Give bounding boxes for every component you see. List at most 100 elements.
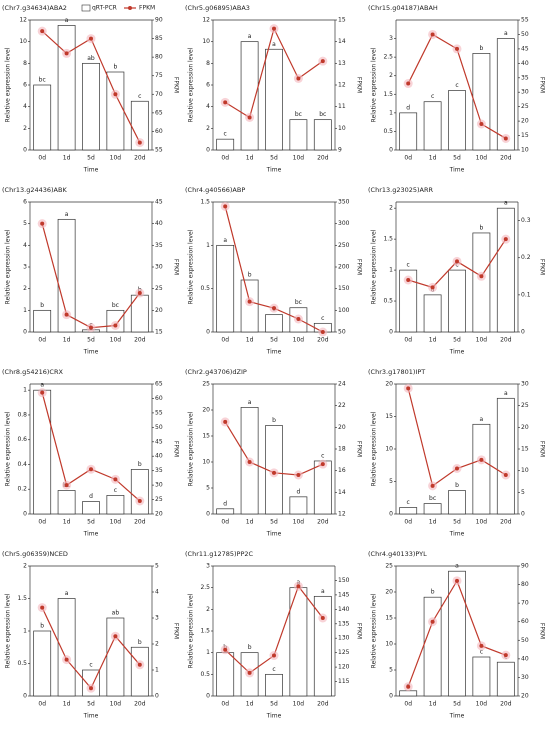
y-tick-label: 8 — [206, 60, 210, 67]
y-axis-label: Relative expression level — [188, 47, 195, 122]
significance-letter: bc — [319, 111, 326, 118]
x-tick-label: 10d — [476, 155, 488, 162]
x-tick-label: 20d — [134, 155, 146, 162]
y2-tick-label: 20 — [155, 511, 163, 518]
y2-axis-label: FPKM — [539, 441, 546, 457]
fpkm-point — [320, 462, 325, 467]
panel-title: (Chr5.g06359)NCED — [2, 550, 68, 558]
legend-label: FPKM — [139, 5, 155, 12]
y2-tick-label: 4 — [155, 589, 159, 596]
significance-letter: b — [248, 644, 252, 651]
y2-tick-label: 55 — [521, 17, 529, 24]
x-tick-label: 5d — [453, 701, 461, 708]
x-tick-label: 10d — [293, 701, 305, 708]
x-tick-label: 1d — [63, 155, 71, 162]
fpkm-point — [137, 499, 142, 503]
bar — [106, 71, 125, 151]
y2-tick-label: 35 — [155, 242, 163, 249]
panel-title: (Chr11.g12785)PP2C — [185, 550, 254, 558]
fpkm-point — [113, 92, 118, 97]
significance-letter: ab — [87, 55, 95, 62]
y2-tick-label: 100 — [338, 307, 350, 314]
x-tick-label: 1d — [246, 337, 254, 344]
y-tick-label: 0.5 — [200, 671, 210, 678]
y2-tick-label: 25 — [155, 285, 163, 292]
significance-letter: c — [455, 82, 458, 89]
x-axis-label: Time — [266, 713, 282, 720]
y-tick-label: 2.5 — [383, 54, 393, 61]
x-tick-label: 0d — [404, 155, 412, 162]
bar — [106, 617, 125, 697]
x-tick-label: 5d — [87, 519, 95, 526]
legend-swatch — [81, 4, 91, 12]
bar — [496, 397, 515, 515]
y2-tick-label: 55 — [155, 147, 163, 154]
x-tick-label: 10d — [476, 701, 488, 708]
significance-letter: bc — [295, 299, 302, 306]
significance-letter: c — [321, 315, 324, 322]
y2-tick-label: 5 — [155, 563, 159, 570]
x-tick-label: 10d — [293, 155, 305, 162]
bar — [423, 101, 442, 151]
fpkm-point — [479, 457, 484, 462]
x-tick-label: 1d — [63, 337, 71, 344]
x-tick-label: 20d — [317, 155, 329, 162]
bar — [472, 656, 491, 697]
panel-title: (Chr8.g54216)CRX — [2, 368, 63, 376]
bar — [399, 507, 418, 515]
y-tick-label: 10 — [202, 459, 210, 466]
significance-letter: c — [138, 93, 141, 100]
y2-axis-label: FPKM — [539, 259, 546, 275]
significance-letter: d — [296, 488, 300, 495]
fpkm-point — [89, 467, 93, 472]
x-tick-label: 5d — [453, 155, 461, 162]
significance-letter: ab — [112, 610, 120, 617]
significance-letter: a — [40, 382, 44, 389]
y2-tick-label: 20 — [155, 307, 163, 314]
y2-tick-label: 14 — [338, 38, 346, 45]
fpkm-point — [320, 330, 325, 334]
significance-letter: b — [272, 417, 276, 424]
x-tick-label: 1d — [429, 155, 437, 162]
x-tick-label: 1d — [246, 519, 254, 526]
x-tick-label: 20d — [500, 155, 512, 162]
fpkm-point — [296, 76, 301, 81]
y-tick-label: 0 — [206, 329, 210, 336]
y2-tick-label: 90 — [155, 17, 163, 24]
significance-letter: d — [406, 104, 410, 111]
y2-tick-label: 0.1 — [521, 291, 531, 298]
y-tick-label: 4 — [23, 103, 27, 110]
y-tick-label: 15 — [385, 413, 393, 420]
panel-title: (Chr13.g24436)ABK — [2, 186, 67, 194]
fpkm-point — [223, 204, 228, 209]
y-tick-label: 20 — [385, 589, 393, 596]
significance-letter: a — [248, 399, 252, 406]
y2-tick-label: 30 — [155, 264, 163, 271]
bar — [313, 460, 332, 515]
y-axis-label: Relative expression level — [188, 593, 195, 668]
y2-tick-label: 0 — [155, 693, 159, 700]
y-tick-label: 0.5 — [200, 285, 210, 292]
fpkm-point — [272, 653, 276, 658]
legend-swatch — [128, 6, 132, 10]
panel-title: (Chr2.g43706)dZIP — [185, 368, 247, 376]
y2-tick-label: 11 — [338, 103, 346, 110]
x-tick-label: 0d — [38, 337, 46, 344]
y2-tick-label: 50 — [338, 329, 346, 336]
significance-letter: b — [479, 224, 483, 231]
fpkm-point — [247, 299, 252, 304]
y2-tick-label: 130 — [338, 635, 350, 642]
y-tick-label: 1 — [206, 649, 210, 656]
y-tick-label: 0.5 — [383, 128, 393, 135]
y-tick-label: 0 — [206, 693, 210, 700]
y-tick-label: 5 — [23, 220, 27, 227]
bar — [82, 62, 100, 151]
y2-tick-label: 115 — [338, 678, 350, 685]
fpkm-point — [272, 470, 276, 475]
bar — [399, 269, 418, 333]
y-tick-label: 0 — [206, 511, 210, 518]
x-tick-label: 20d — [134, 337, 146, 344]
bar — [423, 503, 442, 515]
bar — [472, 53, 491, 151]
